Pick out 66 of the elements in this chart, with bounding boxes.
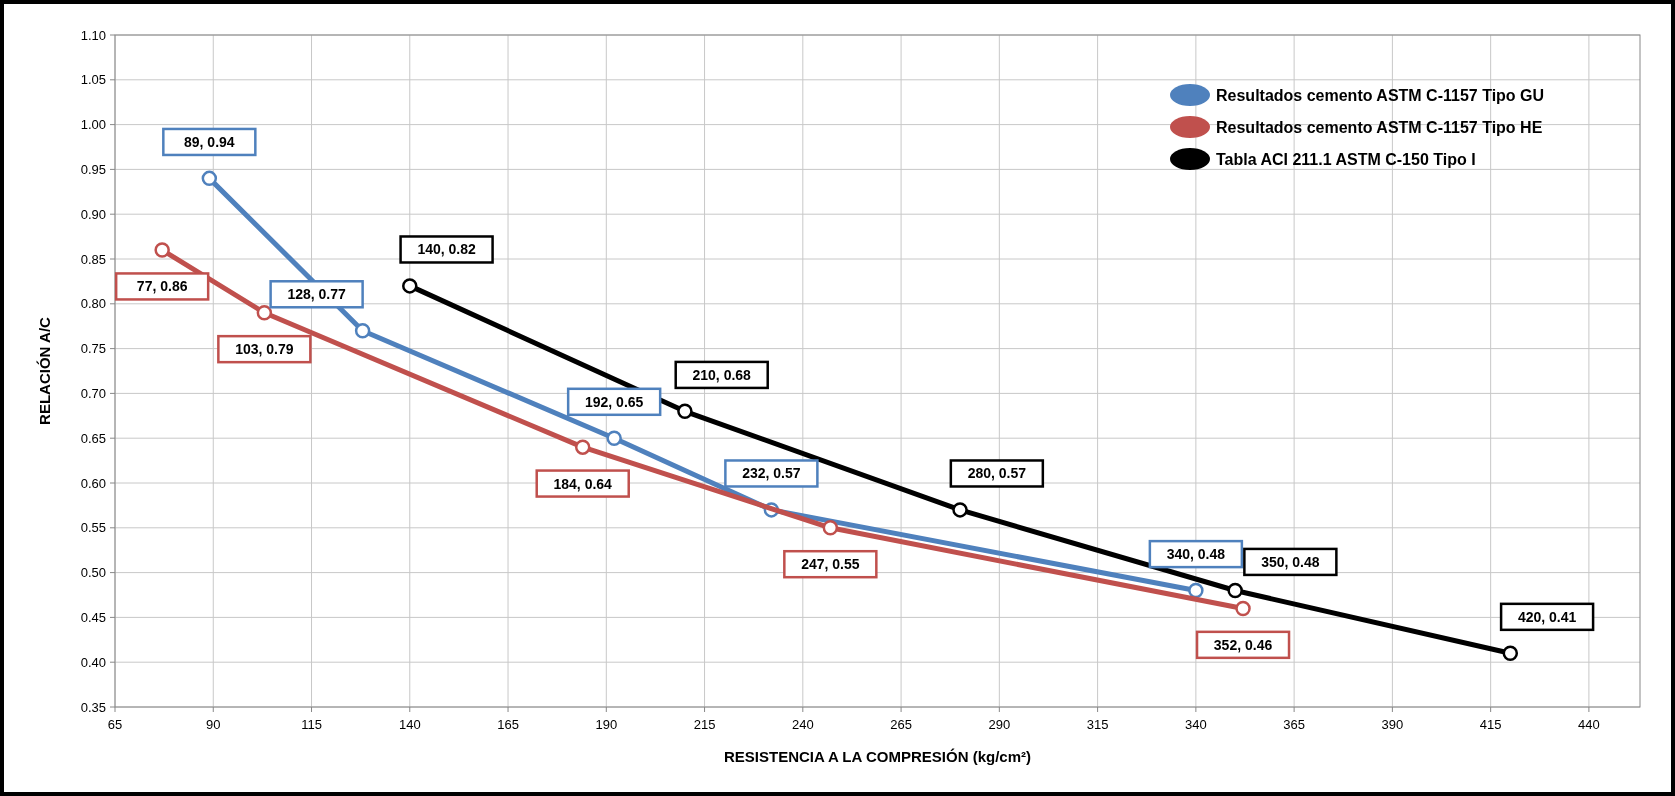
x-tick-label: 90 <box>206 717 221 732</box>
point <box>256 305 273 321</box>
y-tick-label: 0.50 <box>80 565 106 581</box>
y-axis-title: RELACIÓN A/C <box>36 316 53 425</box>
data-label: 128, 0.77 <box>287 286 347 303</box>
data-label: 77, 0.86 <box>136 278 188 295</box>
data-label: 340, 0.48 <box>1166 546 1226 563</box>
x-tick-label: 390 <box>1381 717 1404 732</box>
data-label: 89, 0.94 <box>184 133 235 150</box>
x-tick-label: 115 <box>301 717 322 732</box>
point <box>154 242 170 258</box>
y-tick-label: 0.95 <box>80 161 106 177</box>
point <box>574 439 591 455</box>
legend-label: Tabla ACI 211.1 ASTM C-150 Tipo I <box>1216 151 1476 168</box>
x-tick-label: 415 <box>1479 717 1502 732</box>
data-label: 280, 0.57 <box>967 465 1027 482</box>
data-label: 210, 0.68 <box>692 366 752 383</box>
point <box>606 430 622 446</box>
x-tick-label: 315 <box>1086 717 1109 732</box>
data-label: 103, 0.79 <box>235 341 294 358</box>
point <box>1188 582 1204 599</box>
point <box>402 278 418 294</box>
data-label: 247, 0.55 <box>801 556 860 573</box>
data-label: 352, 0.46 <box>1213 636 1273 653</box>
point <box>201 170 218 187</box>
point <box>677 403 693 420</box>
x-tick-label: 165 <box>497 717 519 732</box>
x-tick-label: 190 <box>595 717 618 732</box>
y-tick-label: 0.75 <box>80 341 106 357</box>
point <box>952 502 968 518</box>
point <box>1502 645 1519 661</box>
point <box>1235 600 1251 617</box>
x-axis-title: RESISTENCIA A LA COMPRESIÓN (kg/cm²) <box>724 748 1031 765</box>
y-tick-label: 0.85 <box>80 251 106 267</box>
point <box>1227 582 1243 599</box>
point <box>354 322 371 339</box>
y-tick-label: 0.55 <box>80 520 106 536</box>
y-tick-label: 0.65 <box>80 430 106 446</box>
y-tick-label: 0.40 <box>80 654 106 670</box>
y-tick-label: 0.60 <box>80 475 106 491</box>
x-tick-label: 440 <box>1578 717 1600 732</box>
x-tick-label: 215 <box>693 717 716 732</box>
data-label: 140, 0.82 <box>417 241 476 258</box>
y-tick-label: 1.05 <box>80 72 106 88</box>
legend-label: Resultados cemento ASTM C-1157 Tipo HE <box>1216 119 1543 136</box>
y-tick-label: 0.80 <box>80 296 106 312</box>
point <box>822 520 839 536</box>
y-tick-label: 0.45 <box>80 609 106 625</box>
data-label: 420, 0.41 <box>1517 608 1577 625</box>
data-label: 184, 0.64 <box>553 475 613 492</box>
legend-label: Resultados cemento ASTM C-1157 Tipo GU <box>1216 87 1545 104</box>
x-tick-label: 340 <box>1185 717 1207 732</box>
x-tick-label: 265 <box>890 717 912 732</box>
data-label: 232, 0.57 <box>742 465 801 482</box>
y-tick-label: 1.10 <box>80 27 106 43</box>
x-tick-label: 290 <box>988 717 1011 732</box>
y-tick-label: 0.90 <box>80 206 106 222</box>
y-tick-label: 1.00 <box>80 117 106 133</box>
data-label: 350, 0.48 <box>1261 553 1320 570</box>
y-tick-label: 0.35 <box>80 699 106 715</box>
x-tick-label: 65 <box>107 717 123 732</box>
x-tick-label: 365 <box>1283 717 1305 732</box>
data-label: 192, 0.65 <box>584 393 644 410</box>
x-tick-label: 140 <box>398 717 421 732</box>
y-tick-label: 0.70 <box>80 385 106 401</box>
x-tick-label: 240 <box>791 717 814 732</box>
